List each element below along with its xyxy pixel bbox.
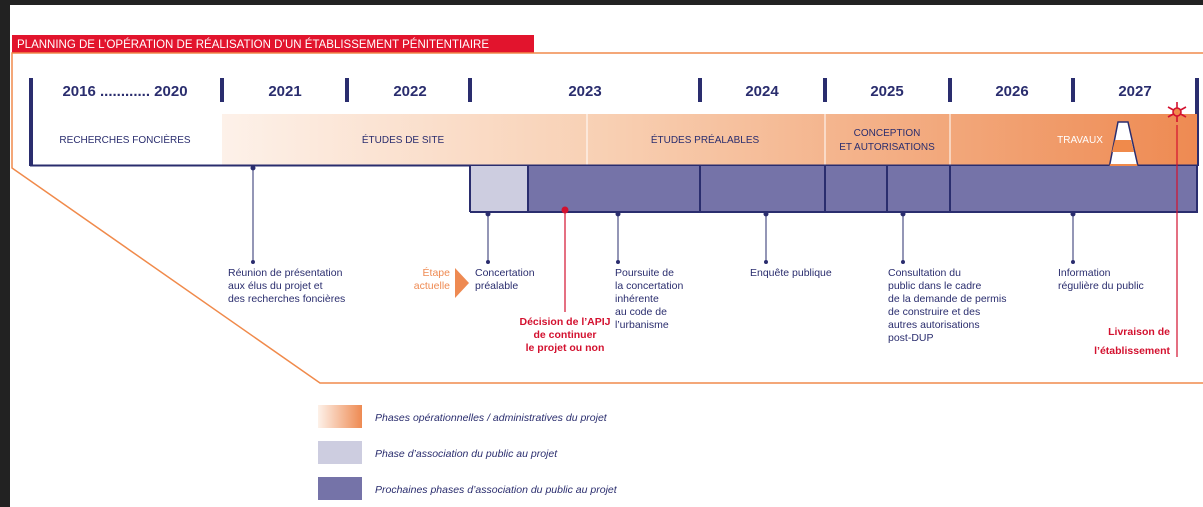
milestone-label: Concertation [475,267,535,279]
milestone-label: Réunion de présentation [228,267,343,279]
milestone-label: post-DUP [888,332,934,344]
legend-label: Phases opérationnelles / administratives… [375,412,608,424]
milestone-label: aux élus du projet et [228,280,323,292]
current-step: actuelle [414,280,450,292]
frame-left [0,0,10,507]
title-banner [12,35,534,53]
phase-band [222,114,1197,165]
phase-label: CONCEPTION [854,128,921,139]
next-public-phase [528,166,1198,212]
milestone-label: Consultation du [888,267,961,279]
milestone-label: la concertation [615,280,683,292]
milestone-label: Livraison de [1108,326,1170,338]
milestone-label: Information [1058,267,1111,279]
phase-label: ÉTUDES PRÉALABLES [651,133,760,146]
milestone-label: régulière du public [1058,280,1144,292]
legend-swatch [318,441,362,464]
year: 2016 ............ 2020 [62,83,187,100]
milestone-label: l’urbanisme [615,319,669,331]
milestone-label: inhérente [615,293,659,305]
milestone-label: de construire et des [888,306,980,318]
milestone-label: Décision de l’APIJ [519,316,610,328]
year: 2023 [568,83,601,100]
year: 2021 [268,83,301,100]
year: 2024 [745,83,779,100]
legend-swatch [318,477,362,500]
year: 2025 [870,83,903,100]
year: 2022 [393,83,426,100]
milestone-label: préalable [475,280,518,292]
public-phase [470,166,528,212]
phase-label: RECHERCHES FONCIÈRES [59,133,190,146]
current-step: Étape [423,266,451,279]
public-bar-dividers [469,166,1198,213]
decision-dot [561,206,569,214]
legend-label: Prochaines phases d’association du publi… [375,484,618,496]
frame-gap [10,5,12,507]
year: 2026 [995,83,1028,100]
year: 2027 [1118,83,1151,100]
outline [11,52,1203,384]
milestone-connectors [250,165,1076,264]
delivery-icon [1167,102,1187,122]
frame-top [0,0,1203,5]
legend-label: Phase d’association du public au projet [375,448,558,460]
milestone-label: Poursuite de [615,267,674,279]
phase-label: ÉTUDES DE SITE [362,133,445,146]
milestone-label: public dans le cadre [888,280,982,292]
phase-separators [586,114,951,165]
milestone-label: Enquête publique [750,267,832,279]
phase-label: ET AUTORISATIONS [839,142,935,153]
milestone-label: le projet ou non [526,342,605,354]
milestone-label: des recherches foncières [228,293,345,305]
title: PLANNING DE L’OPÉRATION DE RÉALISATION D… [17,38,489,51]
legend-swatch [318,405,362,428]
milestone-label: de la demande de permis [888,293,1007,305]
milestone-label: autres autorisations [888,319,980,331]
milestone-label: de continuer [533,329,596,341]
milestone-label: au code de [615,306,667,318]
milestone-label: l’établissement [1094,345,1170,357]
phase-label: TRAVAUX [1057,135,1103,146]
current-step-arrow [455,268,469,298]
